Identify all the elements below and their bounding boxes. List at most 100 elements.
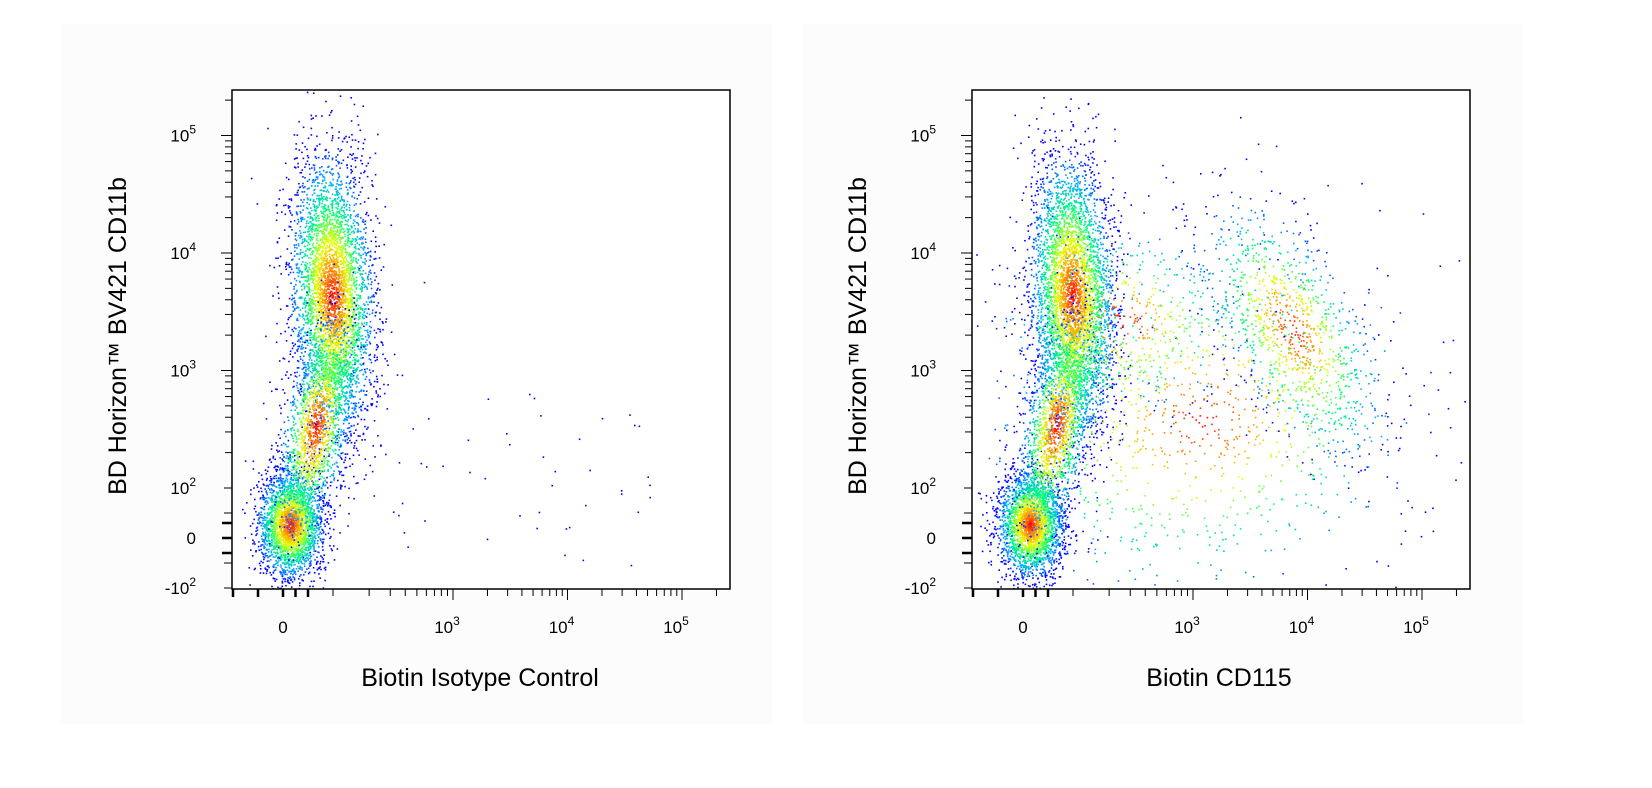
event-dot <box>298 556 300 559</box>
event-dot <box>311 275 313 278</box>
event-dot <box>331 229 333 231</box>
event-dot <box>334 253 337 255</box>
event-dot <box>270 525 272 528</box>
event-dot <box>355 287 358 289</box>
event-dot <box>330 258 332 260</box>
event-dot <box>382 344 384 346</box>
event-dot <box>324 263 327 266</box>
event-dot <box>300 510 302 513</box>
event-dot <box>296 510 298 513</box>
event-dot <box>328 241 330 244</box>
event-dot <box>272 525 274 527</box>
event-dot <box>368 271 371 273</box>
event-dot <box>299 506 301 509</box>
event-dot <box>329 484 332 487</box>
event-dot <box>359 238 362 241</box>
event-dot <box>310 341 313 344</box>
event-dot <box>275 523 277 525</box>
event-dot <box>282 506 285 508</box>
event-dot <box>267 537 270 540</box>
event-dot <box>327 325 329 328</box>
event-dot <box>303 245 306 248</box>
event-dot <box>282 533 284 535</box>
event-dot <box>347 437 350 439</box>
event-dot <box>332 346 334 349</box>
event-dot <box>302 303 305 305</box>
event-dot <box>323 328 326 331</box>
event-dot <box>303 240 306 243</box>
event-dot <box>325 272 327 274</box>
event-dot <box>334 436 337 438</box>
event-dot <box>350 254 352 257</box>
event-dot <box>313 339 316 341</box>
event-dot <box>338 273 340 276</box>
event-dot <box>304 276 306 278</box>
event-dot <box>322 213 325 215</box>
event-dot <box>272 556 275 558</box>
event-dot <box>312 585 314 588</box>
event-dot <box>319 257 322 260</box>
event-dot <box>328 351 330 353</box>
event-dot <box>248 567 251 569</box>
event-dot <box>251 555 254 557</box>
event-dot <box>302 205 305 207</box>
event-dot <box>371 398 373 400</box>
event-dot <box>313 333 316 336</box>
event-dot <box>334 239 337 242</box>
event-dot <box>296 552 298 554</box>
event-dot <box>282 501 285 503</box>
event-dot <box>339 356 342 359</box>
event-dot <box>293 285 295 288</box>
event-dot <box>244 537 247 539</box>
event-dot <box>302 579 304 582</box>
event-dot <box>288 316 290 319</box>
event-dot <box>283 507 286 510</box>
event-dot <box>304 542 306 544</box>
event-dot <box>279 548 281 550</box>
event-dot <box>333 388 336 390</box>
event-dot <box>275 491 278 493</box>
event-dot <box>304 534 307 537</box>
event-dot <box>312 229 314 231</box>
event-dot <box>333 233 336 235</box>
event-dot <box>258 517 260 519</box>
event-dot <box>294 539 297 541</box>
event-dot <box>326 197 329 199</box>
event-dot <box>253 568 256 571</box>
event-dot <box>305 315 307 317</box>
event-dot <box>311 228 314 230</box>
event-dot <box>272 572 275 574</box>
event-dot <box>336 263 338 265</box>
event-dot <box>298 326 300 329</box>
event-dot <box>362 142 365 145</box>
event-dot <box>332 264 334 266</box>
event-dot <box>311 534 314 537</box>
event-dot <box>281 458 284 460</box>
event-dot <box>288 542 290 545</box>
event-dot <box>323 329 326 332</box>
event-dot <box>336 351 338 353</box>
event-dot <box>300 296 303 299</box>
event-dot <box>319 562 321 565</box>
event-dot <box>270 533 273 535</box>
event-dot <box>325 405 328 407</box>
event-dot <box>296 289 298 292</box>
event-dot <box>278 198 280 200</box>
event-dot <box>274 542 276 544</box>
event-dot <box>293 244 296 246</box>
event-dot <box>309 537 312 540</box>
event-dot <box>322 250 325 253</box>
event-dot <box>365 474 367 476</box>
event-dot <box>360 257 362 259</box>
event-dot <box>276 507 278 509</box>
event-dot <box>300 536 303 539</box>
event-dot <box>345 182 348 184</box>
event-dot <box>327 205 330 207</box>
event-dot <box>323 291 325 293</box>
event-dot <box>310 539 313 542</box>
event-dot <box>318 528 320 531</box>
event-dot <box>328 155 331 157</box>
event-dot <box>315 324 318 327</box>
event-dot <box>311 469 313 471</box>
event-dot <box>311 316 314 318</box>
